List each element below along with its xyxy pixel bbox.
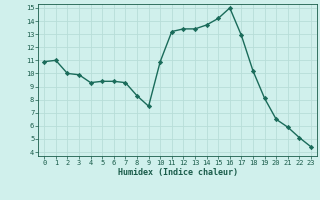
- X-axis label: Humidex (Indice chaleur): Humidex (Indice chaleur): [118, 168, 238, 177]
